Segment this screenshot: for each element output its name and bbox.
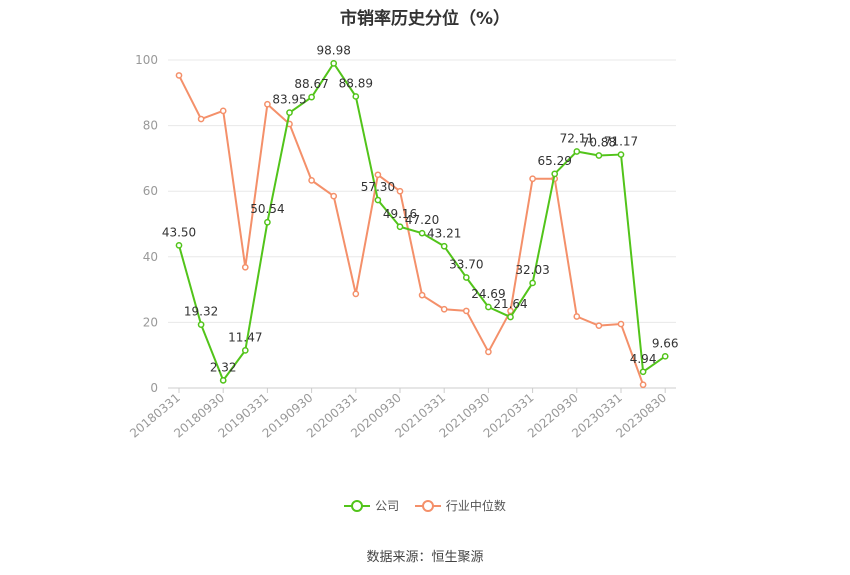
data-point-company <box>308 93 315 101</box>
data-point-industry <box>219 107 227 115</box>
data-point-industry <box>396 187 404 195</box>
y-tick-label: 100 <box>135 53 158 67</box>
data-point-company <box>440 242 448 250</box>
data-point-company <box>330 59 338 67</box>
data-point-company <box>197 321 205 328</box>
data-point-industry <box>595 322 603 330</box>
data-point-industry <box>418 291 426 299</box>
data-point-industry <box>529 175 536 183</box>
data-point-company <box>529 279 536 287</box>
legend-company-label: 公司 <box>375 499 400 513</box>
data-point-company <box>241 347 249 354</box>
data-point-company <box>374 196 382 204</box>
data-point-company <box>661 352 669 360</box>
data-point-company <box>551 170 559 178</box>
data-point-industry <box>573 313 581 320</box>
data-point-industry <box>175 72 183 79</box>
data-label-company: 32.03 <box>515 263 549 277</box>
data-label-company: 50.54 <box>250 202 284 216</box>
y-tick-label: 20 <box>143 315 158 329</box>
y-tick-label: 60 <box>143 184 158 198</box>
data-label-company: 43.21 <box>427 226 461 240</box>
data-point-company <box>639 368 647 376</box>
data-source-note: 数据来源：恒生聚源 <box>366 550 484 565</box>
data-point-industry <box>241 263 249 271</box>
data-label-company: 88.67 <box>294 77 328 91</box>
data-label-company: 98.98 <box>317 43 351 57</box>
data-point-company <box>264 218 271 226</box>
data-point-industry <box>264 100 271 108</box>
data-label-company: 65.29 <box>538 154 572 168</box>
data-point-industry <box>462 307 470 315</box>
series-lines <box>175 59 669 389</box>
data-label-company: 2.32 <box>210 360 237 374</box>
data-point-company <box>175 241 183 249</box>
series-line-industry <box>178 74 645 386</box>
legend-item-industry[interactable]: 行业中位数 <box>414 497 506 514</box>
data-label-company: 43.50 <box>162 225 196 239</box>
grid-lines <box>168 59 676 323</box>
y-tick-label: 0 <box>150 381 158 395</box>
data-label-company: 72.11 <box>560 131 594 145</box>
data-label-company: 9.66 <box>652 336 679 350</box>
axes: 0204060801002018033120180930201903312019… <box>127 53 676 441</box>
data-point-company <box>507 313 514 321</box>
data-label-company: 4.94 <box>630 352 657 366</box>
data-label-company: 70.88 <box>582 136 616 150</box>
data-point-company <box>396 223 404 231</box>
data-point-company <box>219 377 227 384</box>
data-point-industry <box>330 192 338 200</box>
data-point-industry <box>440 305 448 313</box>
legend-industry-swatch <box>414 499 441 513</box>
data-point-company <box>462 274 470 281</box>
data-point-industry <box>639 381 647 389</box>
data-label-company: 57.30 <box>361 180 395 194</box>
data-point-company <box>595 152 603 159</box>
data-point-industry <box>352 290 360 298</box>
data-point-industry <box>197 115 205 123</box>
legend-industry-label: 行业中位数 <box>445 499 506 513</box>
legend-company-swatch <box>344 499 371 513</box>
chart-title: 市销率历史分位（%） <box>339 9 511 29</box>
data-point-industry <box>374 171 382 179</box>
y-tick-label: 80 <box>143 119 158 133</box>
data-point-company <box>573 148 581 155</box>
data-point-company <box>286 109 293 116</box>
data-label-company: 88.89 <box>339 76 373 90</box>
data-label-company: 71.17 <box>604 135 638 149</box>
data-label-company: 83.95 <box>272 93 306 107</box>
data-labels: 43.50 19.32 2.32 11.47 50.54 83.95 88.67 98.98 8… <box>162 43 679 374</box>
data-label-company: 21.64 <box>493 297 527 311</box>
data-point-company <box>352 93 360 100</box>
data-point-industry <box>507 307 514 315</box>
data-label-company: 19.32 <box>184 305 218 319</box>
data-label-company: 33.70 <box>449 257 483 271</box>
data-label-company: 24.69 <box>471 287 505 301</box>
data-point-company <box>485 303 492 311</box>
data-point-company <box>418 229 426 237</box>
data-point-industry <box>485 348 492 356</box>
y-tick-label: 40 <box>143 250 158 264</box>
data-label-company: 49.16 <box>383 207 417 221</box>
data-point-industry <box>308 177 315 184</box>
data-point-industry <box>617 320 625 328</box>
data-point-company <box>617 151 625 158</box>
legend-item-company[interactable]: 公司 <box>344 497 399 514</box>
data-label-company: 11.47 <box>228 330 262 344</box>
legend: 公司 行业中位数 <box>0 497 850 516</box>
data-label-company: 47.20 <box>405 213 439 227</box>
